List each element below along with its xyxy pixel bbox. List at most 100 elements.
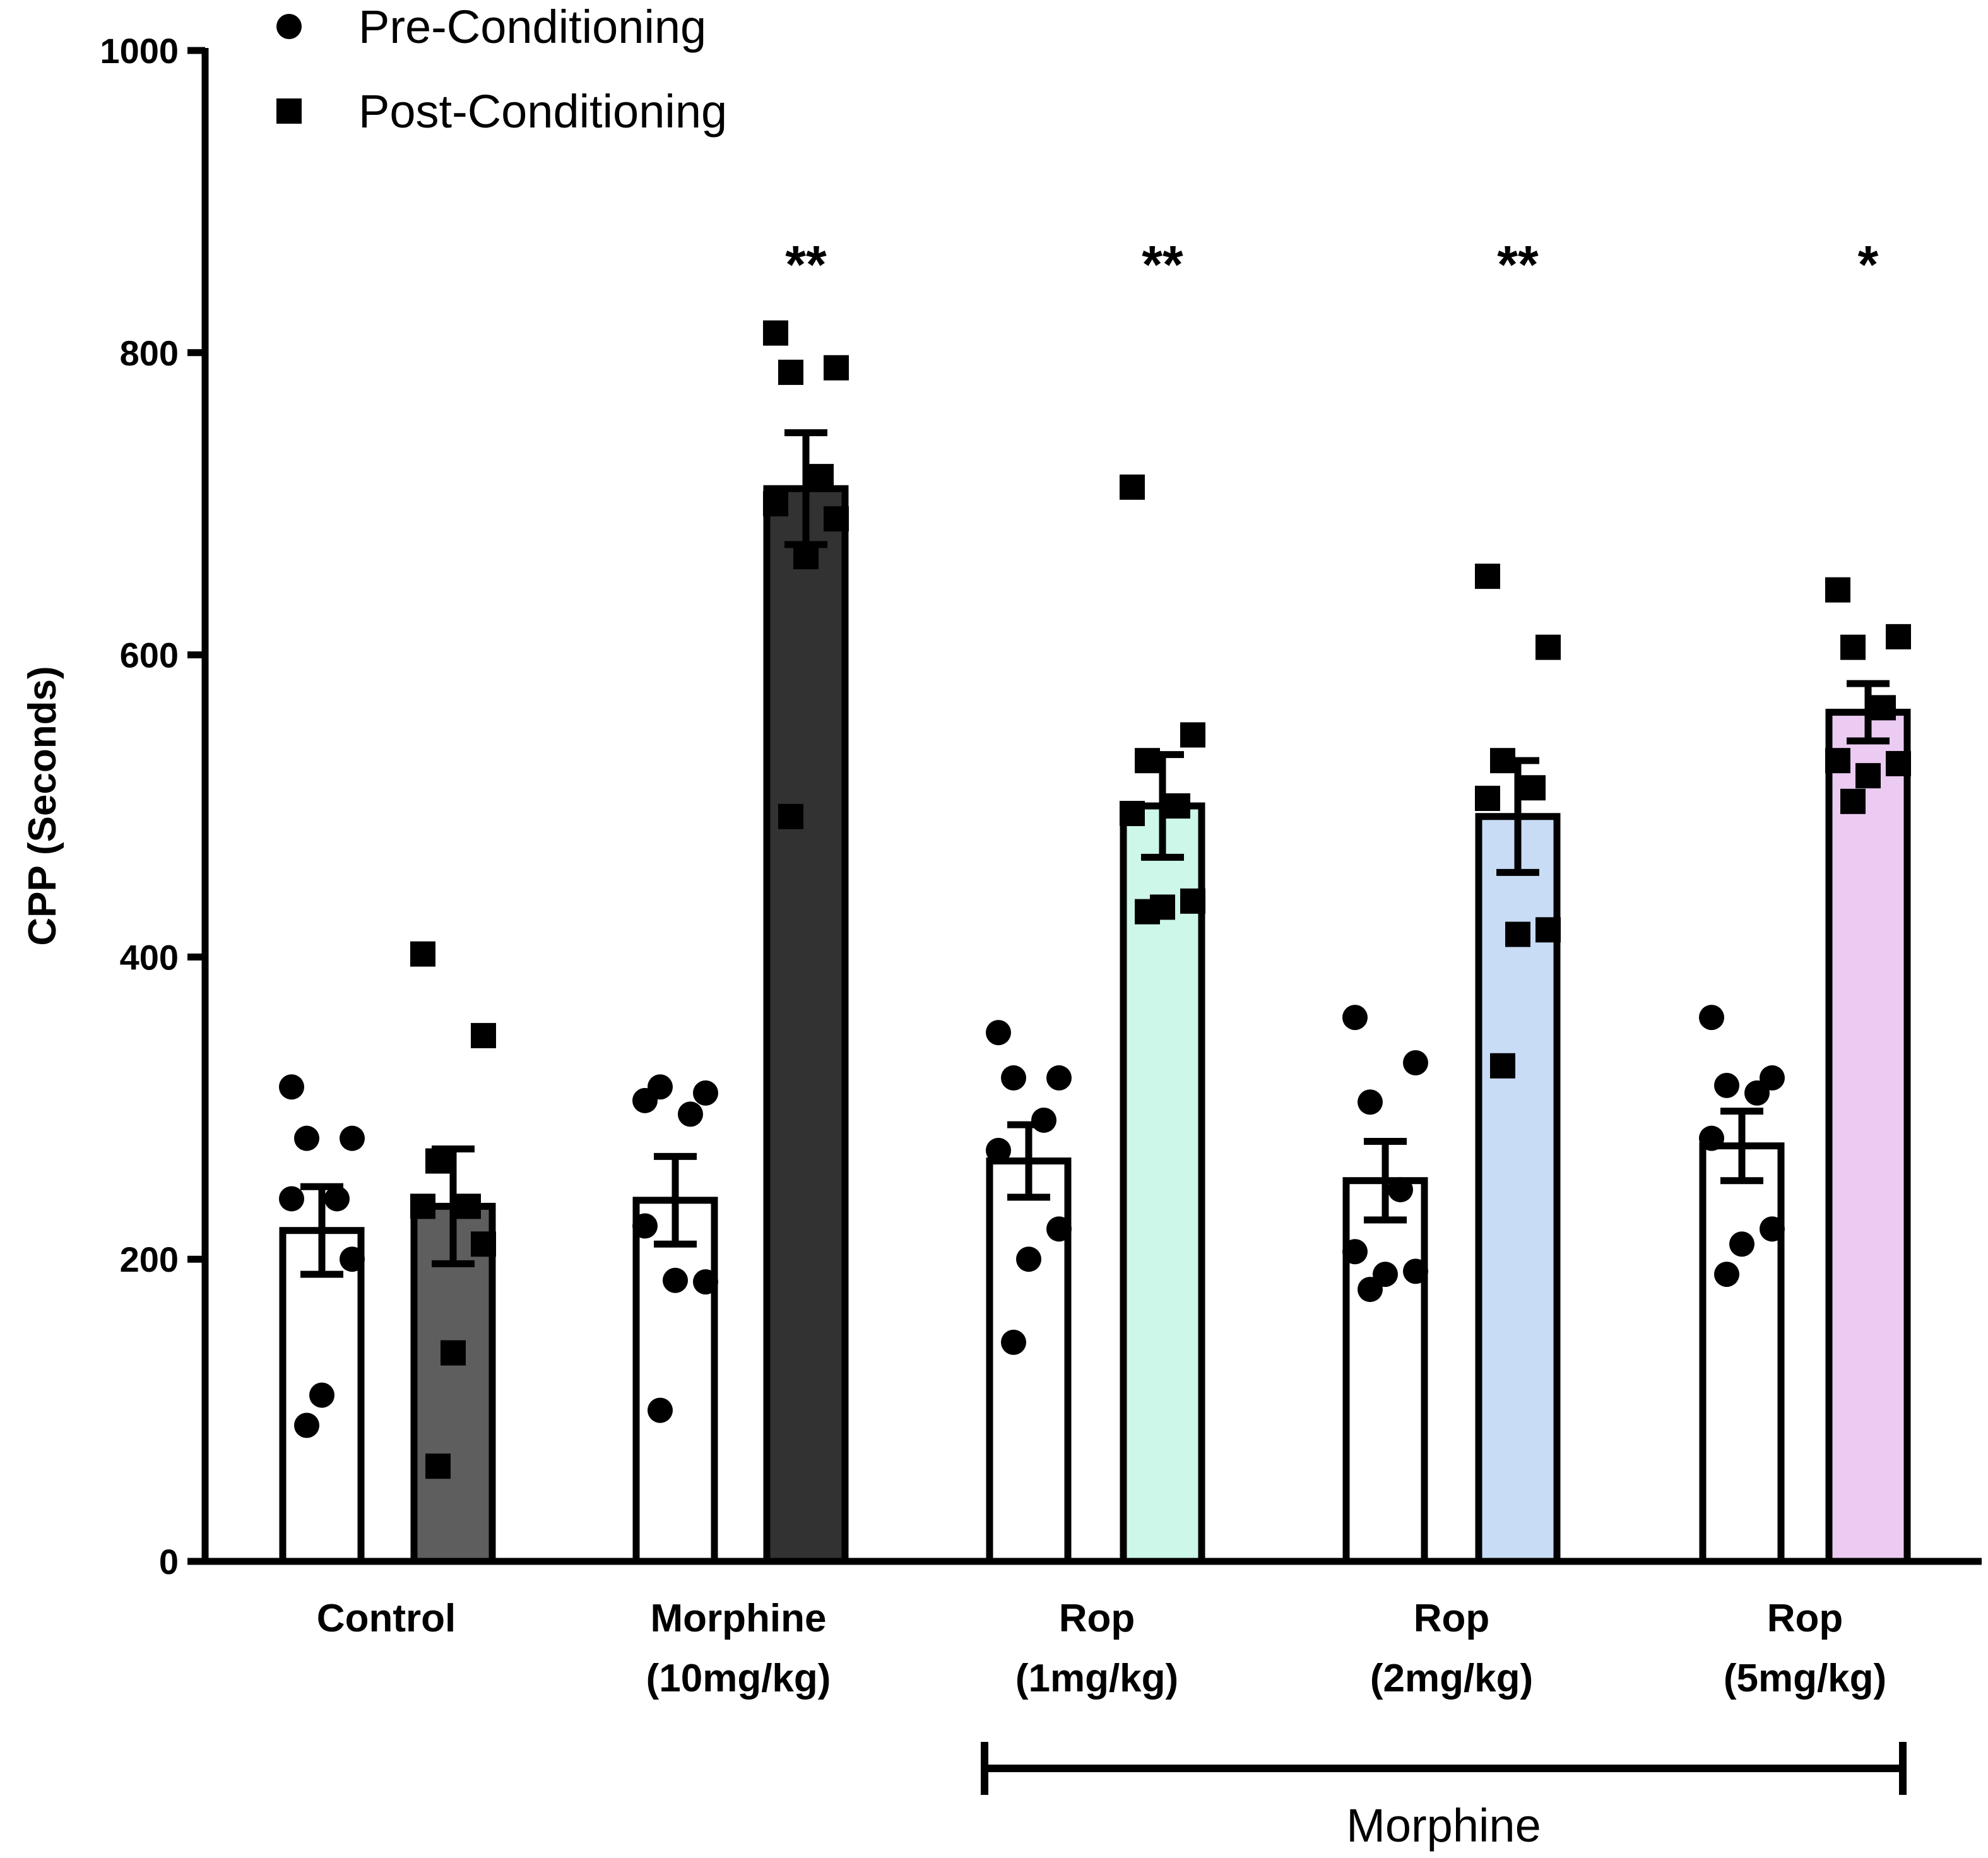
post-data-point — [1535, 634, 1561, 660]
post-data-point — [1180, 722, 1205, 748]
pre-data-point — [693, 1269, 718, 1295]
post-data-point — [778, 803, 803, 829]
pre-data-point — [1016, 1246, 1041, 1272]
post-data-point — [1135, 748, 1160, 774]
post-data-point — [1886, 750, 1911, 776]
pre-data-point — [986, 1137, 1011, 1163]
pre-data-point — [340, 1246, 365, 1272]
pre-data-point — [1388, 1177, 1413, 1203]
pre-data-point — [1001, 1065, 1026, 1091]
category-sublabel: (2mg/kg) — [1370, 1657, 1533, 1700]
post-data-point — [1490, 748, 1515, 774]
post-bar — [763, 485, 849, 1565]
post-data-point — [808, 464, 834, 490]
pre-data-point — [309, 1382, 334, 1408]
y-tick-label: 600 — [120, 636, 179, 675]
pre-data-point — [648, 1074, 673, 1100]
post-data-point — [471, 1022, 496, 1048]
post-data-point — [1475, 786, 1500, 812]
post-data-point — [1825, 748, 1850, 774]
pre-data-point — [663, 1267, 688, 1293]
pre-data-point — [1699, 1005, 1724, 1031]
pre-data-point — [1714, 1072, 1739, 1098]
pre-data-point — [1760, 1216, 1785, 1242]
pre-data-point — [279, 1186, 304, 1212]
post-data-point — [410, 1193, 435, 1219]
legend-label-pre: Pre-Conditioning — [358, 1, 706, 53]
post-data-point — [1120, 474, 1145, 500]
pre-data-point — [279, 1074, 304, 1100]
y-tick-label: 800 — [120, 333, 179, 373]
pre-bar — [1699, 1142, 1785, 1565]
post-bar — [1120, 802, 1205, 1565]
pre-data-point — [294, 1412, 319, 1438]
pre-data-point — [1342, 1005, 1368, 1031]
post-data-point — [1520, 775, 1546, 801]
post-data-point — [471, 1231, 496, 1257]
post-data-point — [1840, 634, 1866, 660]
post-data-point — [1120, 800, 1145, 826]
pre-data-point — [1699, 1125, 1724, 1151]
post-data-point — [441, 1340, 466, 1366]
post-data-point — [456, 1193, 481, 1219]
post-data-point — [1475, 564, 1500, 589]
post-data-point — [1490, 1053, 1515, 1079]
pre-bar — [1342, 1177, 1428, 1565]
post-data-point — [1871, 695, 1896, 721]
significance-marker: ** — [785, 235, 827, 294]
post-bar — [1825, 709, 1911, 1565]
pre-data-point — [1358, 1277, 1383, 1303]
post-data-point — [410, 941, 435, 967]
category-label: Rop — [1414, 1597, 1490, 1640]
post-data-point — [425, 1148, 451, 1174]
pre-data-point — [1729, 1231, 1754, 1257]
pre-data-point — [1744, 1080, 1770, 1106]
post-data-point — [778, 359, 803, 385]
category-label: Control — [317, 1597, 456, 1640]
post-data-point — [763, 491, 788, 517]
pre-data-point — [648, 1397, 673, 1423]
post-data-point — [1886, 624, 1911, 649]
category-label: Rop — [1767, 1597, 1843, 1640]
pre-data-point — [1031, 1107, 1056, 1133]
post-data-point — [1135, 899, 1160, 925]
pre-data-point — [1714, 1262, 1739, 1287]
post-data-point — [1165, 793, 1190, 819]
pre-data-point — [1403, 1050, 1428, 1075]
y-tick-label: 1000 — [100, 31, 179, 71]
post-data-point — [1505, 921, 1530, 947]
legend-label-post: Post-Conditioning — [358, 85, 727, 138]
pre-data-point — [1358, 1089, 1383, 1115]
significance-marker: * — [1858, 235, 1879, 294]
category-sublabel: (5mg/kg) — [1724, 1657, 1886, 1700]
pre-data-point — [693, 1080, 718, 1106]
pre-data-point — [1342, 1239, 1368, 1265]
pre-data-point — [1001, 1329, 1026, 1355]
post-data-point — [824, 506, 849, 532]
y-axis-title: CPP (Seconds) — [21, 666, 64, 945]
pre-data-point — [1046, 1065, 1072, 1091]
significance-marker: ** — [1497, 235, 1539, 294]
y-tick-label: 0 — [159, 1542, 179, 1582]
significance-marker: ** — [1142, 235, 1183, 294]
pre-data-point — [632, 1213, 658, 1239]
pre-data-point — [678, 1101, 703, 1127]
bracket-label: Morphine — [1346, 1799, 1541, 1852]
post-data-point — [1535, 917, 1561, 943]
pre-data-point — [294, 1125, 319, 1151]
pre-data-point — [340, 1125, 365, 1151]
legend-square-marker — [276, 98, 302, 124]
post-data-point — [1180, 888, 1205, 914]
category-sublabel: (10mg/kg) — [646, 1657, 831, 1700]
pre-data-point — [324, 1186, 350, 1212]
pre-data-point — [986, 1020, 1011, 1046]
pre-data-point — [1046, 1216, 1072, 1242]
post-data-point — [763, 320, 788, 346]
legend-circle-marker — [276, 14, 302, 39]
y-tick-label: 400 — [120, 937, 179, 977]
post-data-point — [1825, 577, 1850, 603]
category-sublabel: (1mg/kg) — [1015, 1657, 1178, 1700]
pre-bar — [632, 1197, 718, 1565]
